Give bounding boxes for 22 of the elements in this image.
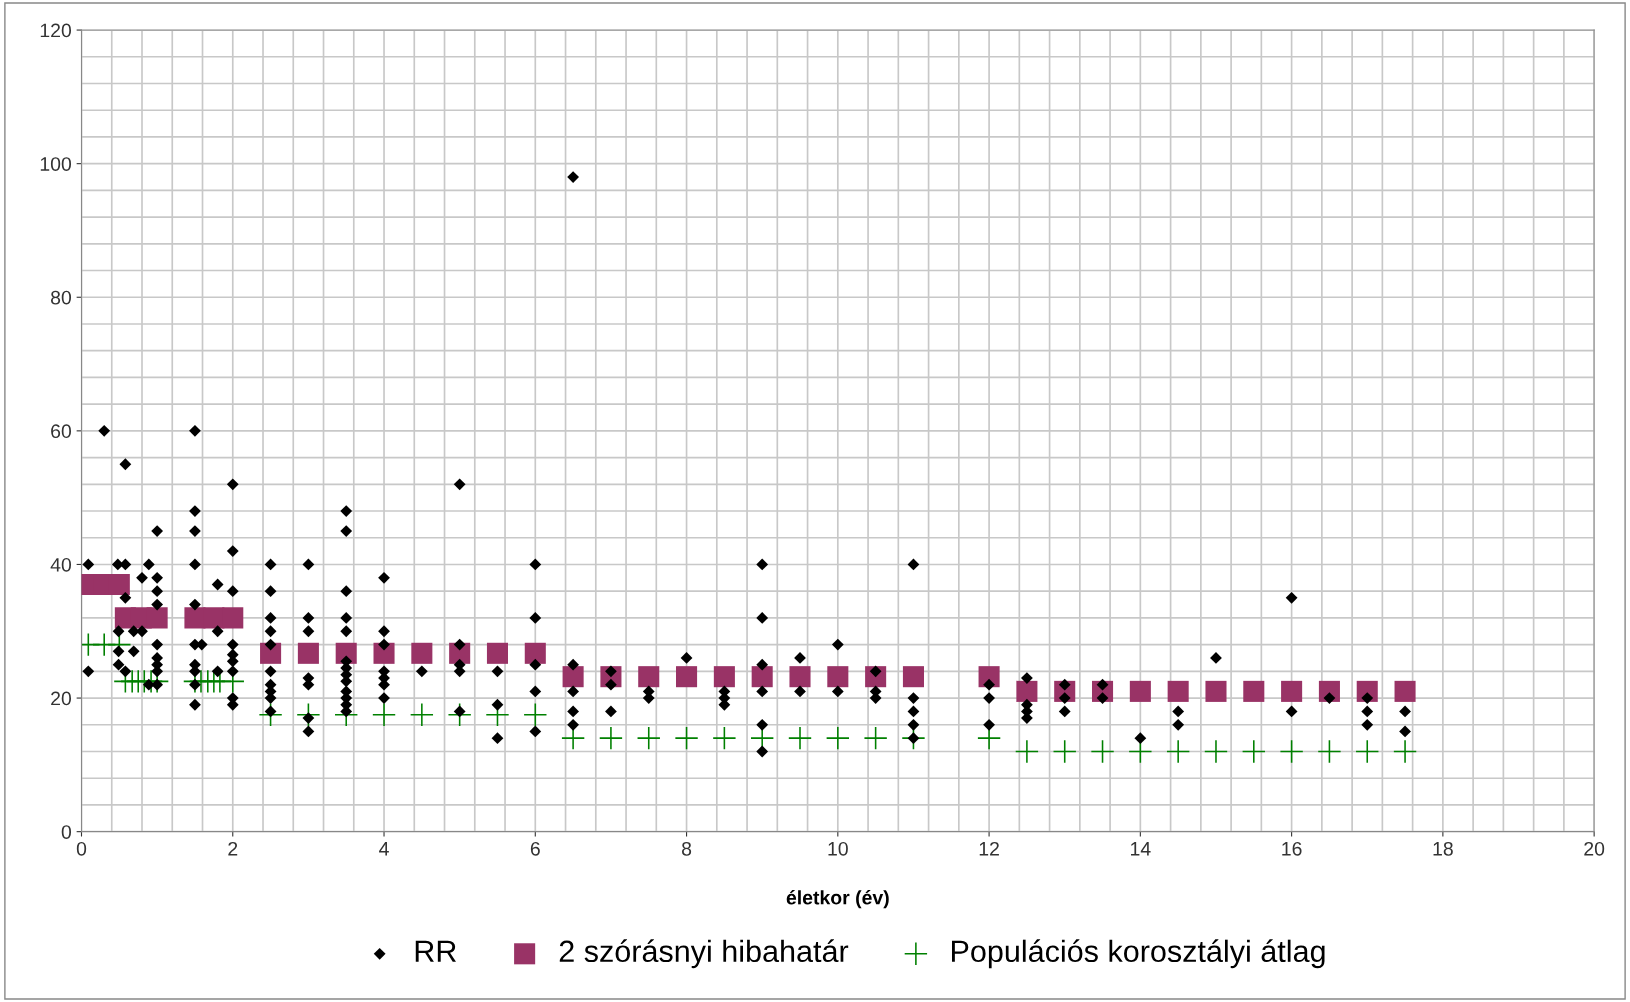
legend-label: RR <box>415 940 456 962</box>
x-tick-label: 18 <box>1433 841 1453 856</box>
x-tick-label: 0 <box>76 841 87 856</box>
x-tick-label: 16 <box>1282 841 1302 856</box>
x-tick-label: 12 <box>979 841 999 856</box>
x-tick-label: 14 <box>1131 842 1151 856</box>
y-tick-label: 80 <box>51 290 72 305</box>
legend-label: 2 szórásnyi hibahatár <box>559 939 849 969</box>
y-tick-label: 100 <box>40 157 72 171</box>
x-tick-label: 6 <box>530 841 540 856</box>
x-tick-label: 2 <box>228 841 238 856</box>
x-tick-label: 10 <box>828 841 848 856</box>
y-tick-label: 0 <box>61 825 72 839</box>
y-tick-label: 120 <box>40 23 72 38</box>
y-tick-label: 20 <box>51 691 72 706</box>
x-tick-label: 8 <box>681 841 692 856</box>
x-axis-title: életkor (év) <box>786 890 889 909</box>
y-tick-label: 60 <box>51 424 72 439</box>
x-tick-label: 4 <box>379 842 389 856</box>
y-tick-label: 40 <box>50 557 72 572</box>
x-tick-label: 20 <box>1584 841 1605 856</box>
legend-label: Populációs korosztályi átlag <box>952 939 1325 969</box>
